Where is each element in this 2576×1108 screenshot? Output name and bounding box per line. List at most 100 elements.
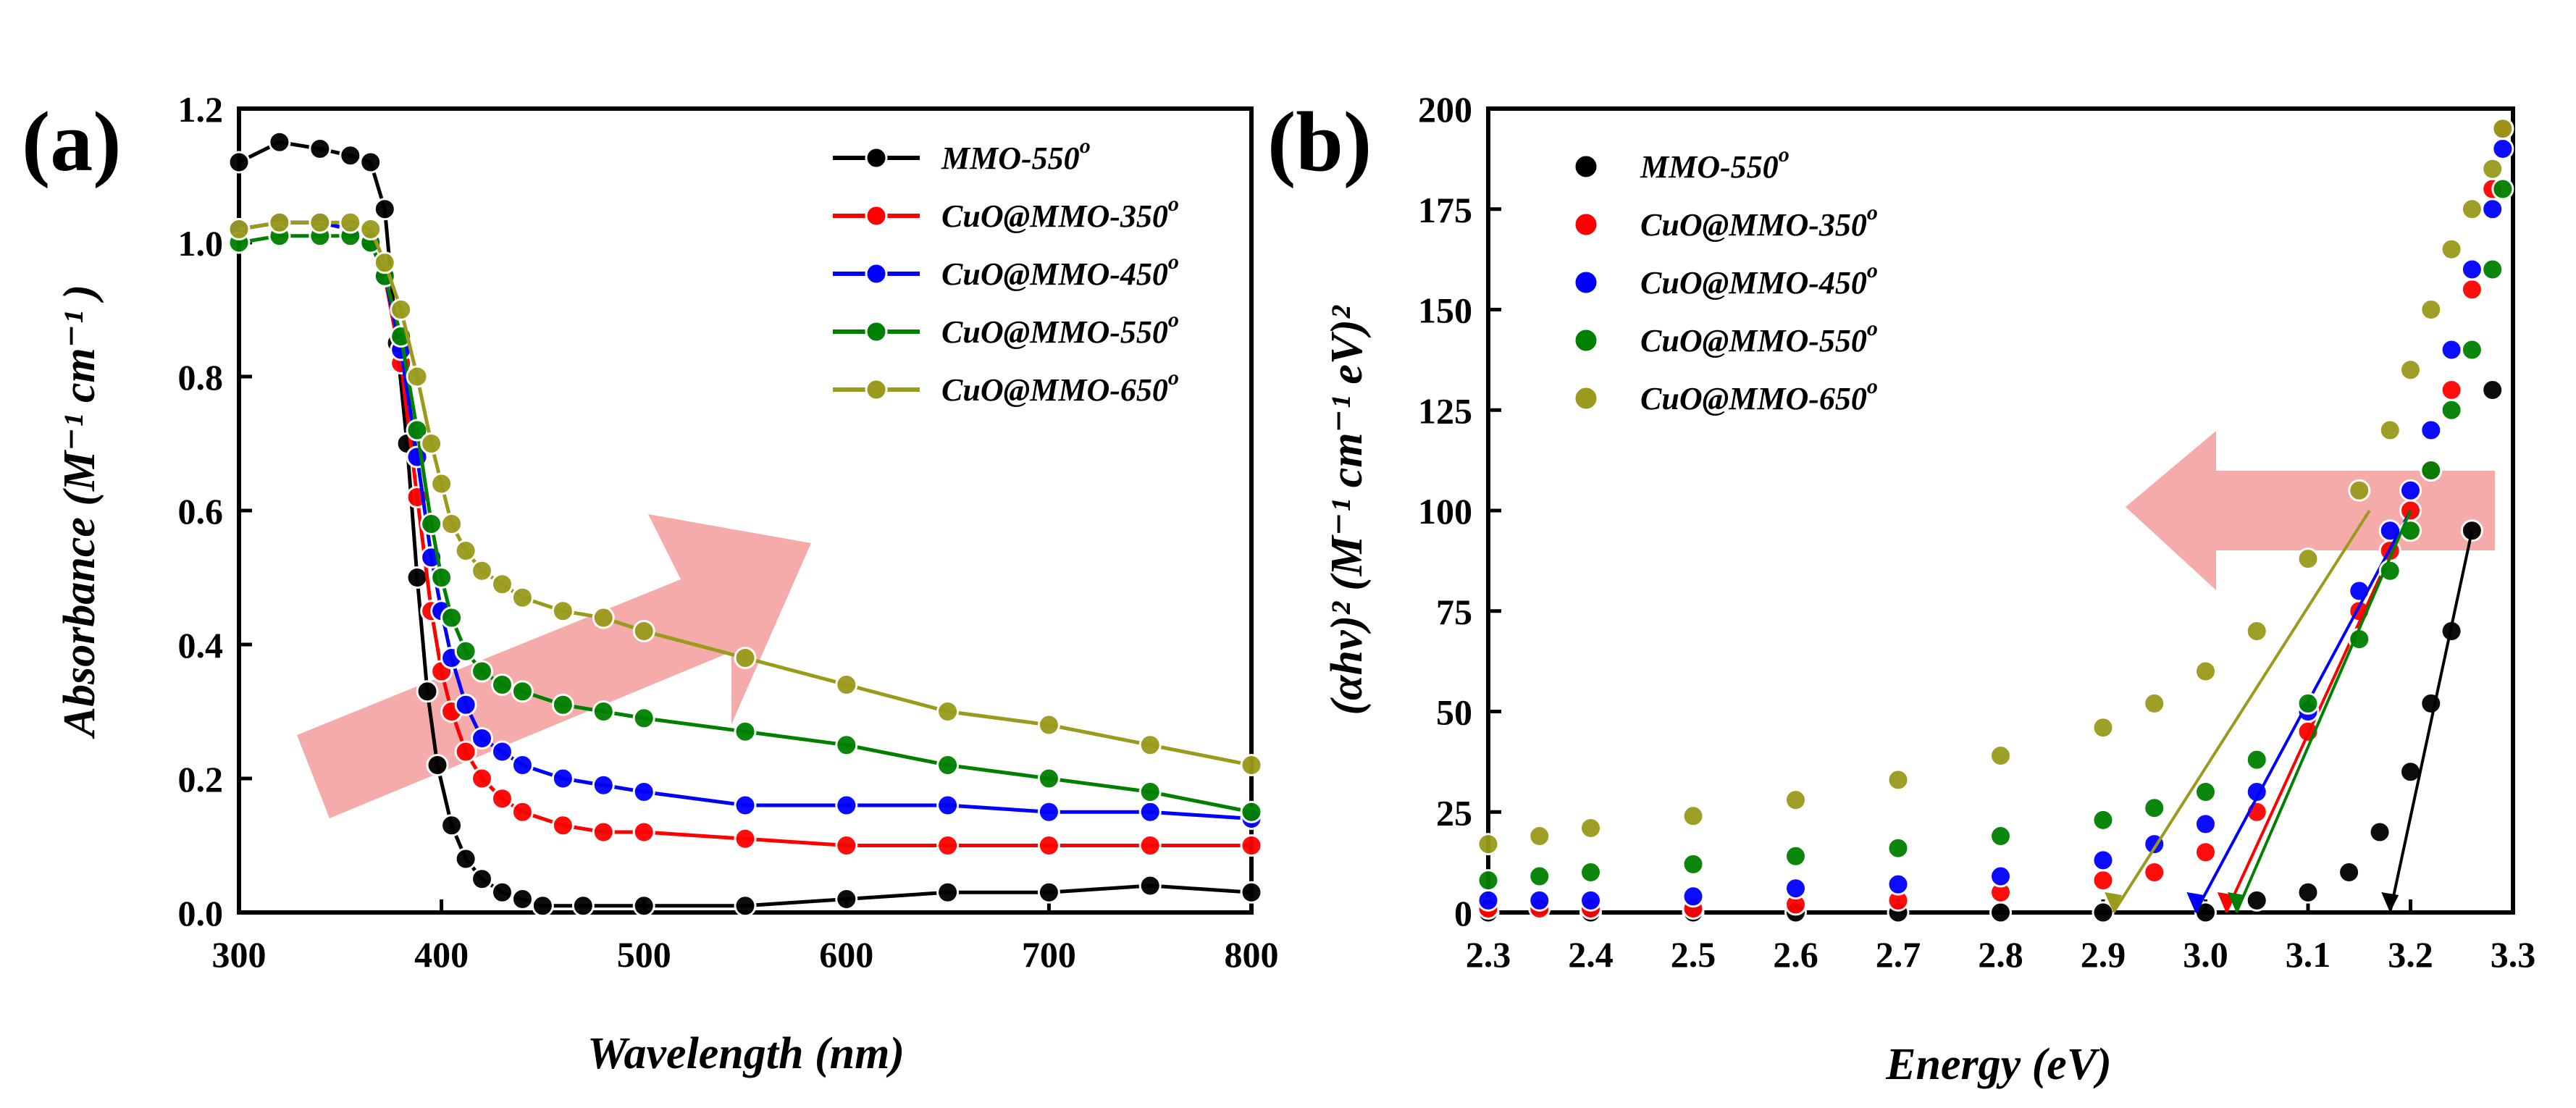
legend-marker [865,378,888,401]
data-point [373,198,396,221]
tauc-fit-line [2112,509,2371,914]
data-point [2491,177,2514,201]
x-tick-label: 600 [819,934,873,975]
data-point [2143,797,2166,820]
x-tick-label: 2.8 [1978,934,2023,975]
data-point [1240,800,1263,823]
band-gap-arrowhead [2105,892,2123,912]
panel-b-y-ticks: 0 25 50 75 100 125 150 175 200 [1418,89,1501,933]
panel-a-x-axis-title: Wavelength (nm) [587,1029,905,1078]
data-point [2420,298,2443,321]
data-point [936,881,960,904]
data-point [471,767,494,790]
data-point [1579,816,1602,839]
data-point [454,639,477,663]
data-point [1528,825,1551,848]
data-point [2194,813,2217,836]
data-point [406,566,429,589]
legend-superscript: o [1168,192,1179,216]
y-tick-label: 200 [1418,89,1472,130]
panel-a: (a) 300 400 500 600 700 800 0.0 0.2 0.4 0.6 0.8 1.… [22,89,1279,1078]
panel-b-series [1477,117,2514,924]
x-tick-label: 800 [1225,934,1279,975]
tauc-fit-line [2388,530,2474,913]
data-point [490,673,513,696]
legend-marker [1573,211,1599,238]
data-point [490,881,513,904]
data-point [734,794,757,817]
legend-marker [865,320,888,343]
data-point [2092,901,2115,924]
legend-superscript: o [1168,308,1179,332]
x-tick-label: 2.9 [2081,934,2126,975]
data-point [936,754,960,776]
data-point [592,820,615,844]
data-point [454,740,477,763]
panel-a-label: (a) [22,94,122,189]
data-point [1477,869,1500,892]
data-point [339,211,362,234]
data-point [2491,138,2514,160]
x-tick-label: 3.2 [2388,934,2433,975]
data-point [511,586,534,609]
data-point [2194,781,2217,803]
data-point [632,894,655,918]
data-point [1240,754,1263,776]
legend-item-cuo-mmo-550: CuO@MMO-550o [833,308,1179,350]
data-point [2460,338,2483,361]
y-tick-label: 175 [1418,190,1472,230]
legend-label: CuO@MMO-350o [941,192,1179,234]
data-point [2092,808,2115,831]
data-point [2440,379,2463,401]
data-point [420,513,443,535]
data-point [2460,278,2483,301]
data-point [2481,198,2504,221]
panel-b-y-axis-title: (αhν)² (M⁻¹ cm⁻¹ eV)² [1322,305,1372,715]
data-point [2245,620,2268,642]
data-point [1989,901,2012,924]
data-point [1037,881,1060,904]
data-point [440,606,463,629]
x-tick-label: 400 [414,934,469,975]
data-point [359,151,382,174]
legend-marker [1573,269,1599,295]
y-tick-label: 0.4 [178,625,224,666]
y-tick-label: 0 [1454,893,1472,933]
data-point [227,151,251,174]
data-point [454,540,477,562]
y-tick-label: 0.8 [178,357,224,398]
y-tick-label: 75 [1436,592,1472,632]
legend-label: MMO-550o [1640,143,1790,185]
band-gap-arrowhead [2186,892,2204,912]
data-point [1682,885,1705,908]
data-point [936,834,960,857]
data-point [592,700,615,723]
band-gap-arrowhead [2227,892,2245,912]
data-point [2092,869,2115,892]
data-point [1784,789,1807,812]
data-point [1682,805,1705,828]
panel-b-label: (b) [1267,94,1372,189]
data-point [2245,889,2268,912]
legend-item-cuo-mmo-450: CuO@MMO-450o [833,250,1179,292]
data-point [2440,238,2463,261]
data-point [1528,889,1551,912]
x-tick-label: 3.3 [2491,934,2536,975]
legend-item-cuo-mmo-350: CuO@MMO-350o [833,192,1179,234]
panel-a-y-axis-title: Absorbance (M⁻¹ cm⁻¹ ) [55,285,104,739]
legend-superscript: o [1168,250,1179,274]
data-point [936,794,960,817]
legend-label: CuO@MMO-350o [1640,201,1878,243]
legend-item-cuo-mmo-650: CuO@MMO-650o [833,366,1179,408]
tauc-fit-line [2235,510,2412,913]
data-point [426,754,449,776]
data-point [2338,861,2361,884]
y-tick-label: 150 [1418,290,1472,331]
data-point [227,218,251,240]
data-point [1477,889,1500,912]
data-point [1240,834,1263,857]
data-point [2092,716,2115,739]
data-point [835,834,858,857]
data-point [2481,157,2504,180]
panel-a-legend: MMO-550o CuO@MMO-350o CuO@MMO-450o CuO@MMO-… [833,134,1179,408]
